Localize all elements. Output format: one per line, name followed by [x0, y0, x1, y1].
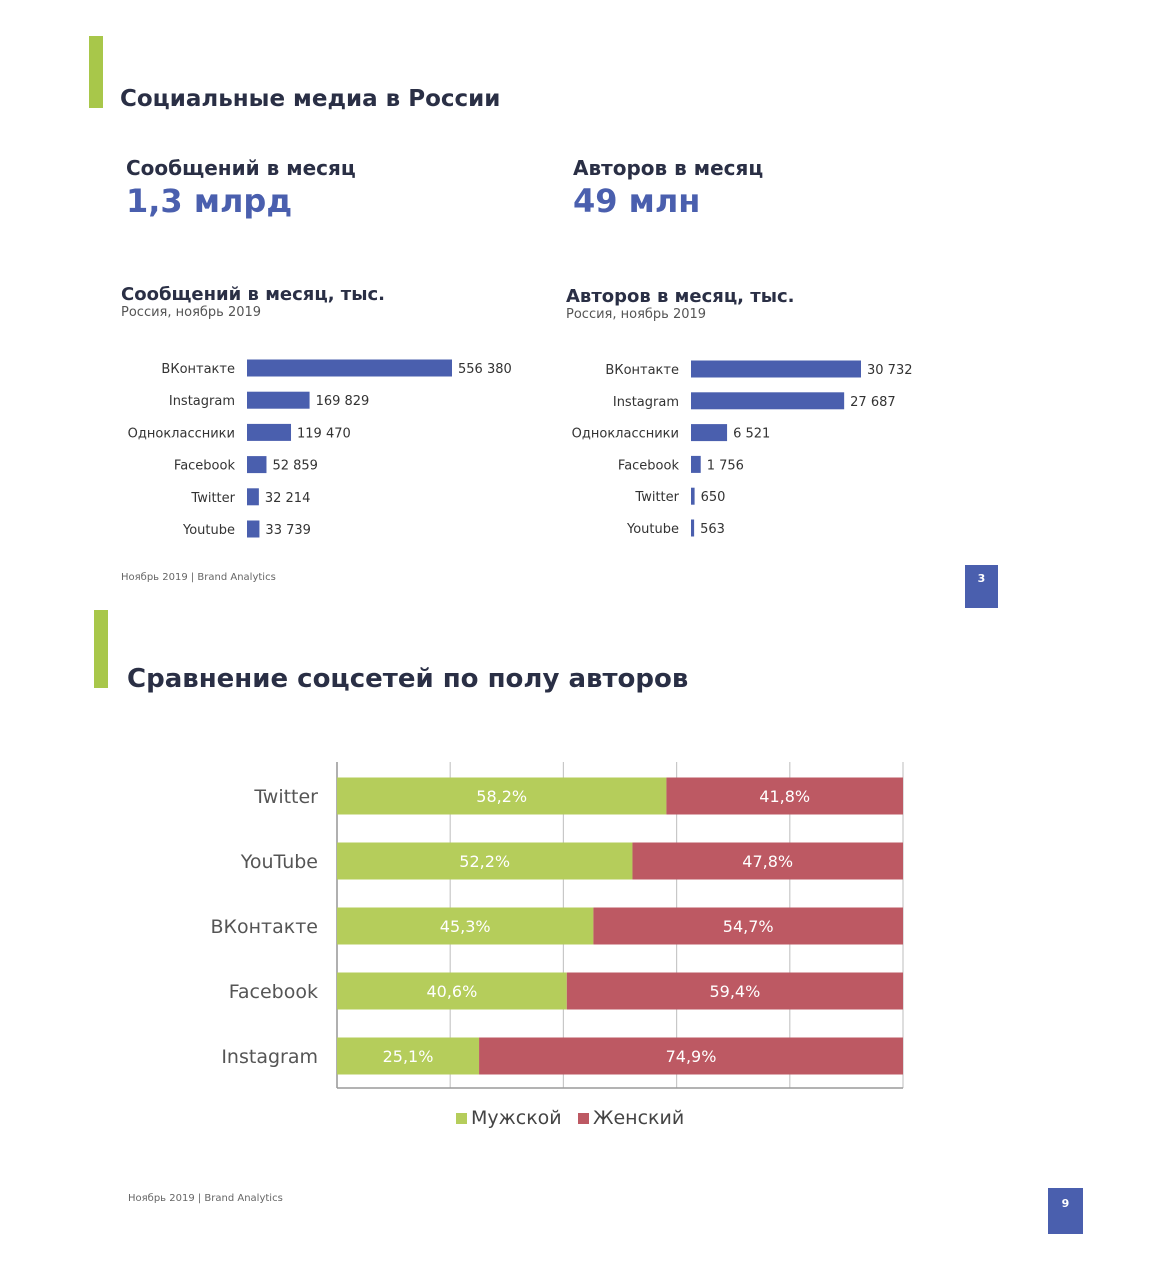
authors-value-label: 563 — [700, 522, 725, 537]
gender-category-label: Facebook — [229, 981, 318, 1003]
male-bar — [337, 972, 567, 1010]
messages-value-label: 32 214 — [265, 491, 311, 506]
gender-stacked-chart: Twitter 58,2% 41,8% YouTube 52,2% 47,8% ВКонта… — [210, 762, 904, 1129]
messages-bar — [247, 488, 259, 506]
gender-category-label: Instagram — [221, 1046, 318, 1068]
authors-value-label: 27 687 — [850, 395, 896, 410]
messages-bar — [247, 423, 292, 441]
authors-category-label: Instagram — [613, 395, 679, 410]
authors-bar — [691, 360, 861, 378]
messages-category-label: Twitter — [190, 491, 235, 506]
female-bar — [479, 1037, 903, 1075]
authors-bar — [691, 392, 845, 410]
male-bar — [337, 777, 667, 815]
authors-category-label: Twitter — [634, 490, 679, 505]
gender-category-label: YouTube — [240, 851, 318, 873]
authors-bar-chart: ВКонтакте 30 732 Instagram 27 687 Одноклассн… — [572, 360, 913, 537]
messages-chart-subtitle: Россия, ноябрь 2019 — [121, 305, 262, 320]
female-bar — [593, 907, 903, 945]
authors-chart-subtitle: Россия, ноябрь 2019 — [566, 307, 707, 322]
male-value-label: 25,1% — [383, 1047, 434, 1066]
messages-category-label: Instagram — [169, 394, 235, 409]
authors-category-label: Одноклассники — [572, 427, 679, 442]
messages-value-label: 169 829 — [316, 394, 370, 409]
legend-male-swatch — [456, 1113, 467, 1124]
kpi-messages-label: Сообщений в месяц — [126, 156, 356, 180]
kpi-authors-label: Авторов в месяц — [573, 156, 764, 180]
page-number-3: 3 — [965, 565, 998, 608]
female-value-label: 59,4% — [709, 982, 760, 1001]
authors-value-label: 6 521 — [733, 427, 770, 442]
authors-bar — [691, 455, 701, 473]
authors-chart-title: Авторов в месяц, тыс. — [566, 286, 795, 307]
page-number-9: 9 — [1048, 1188, 1083, 1234]
authors-bar — [691, 519, 695, 537]
authors-value-label: 30 732 — [867, 363, 913, 378]
legend-male-label: Мужской — [471, 1107, 562, 1129]
female-value-label: 41,8% — [759, 787, 810, 806]
authors-bar — [691, 487, 695, 505]
female-bar — [632, 842, 903, 880]
messages-bar-chart: ВКонтакте 556 380 Instagram 169 829 Одноклас… — [128, 359, 512, 538]
legend-female-label: Женский — [593, 1107, 684, 1129]
messages-value-label: 556 380 — [458, 362, 512, 377]
authors-category-label: ВКонтакте — [605, 363, 679, 378]
page-title: Социальные медиа в России — [120, 86, 501, 112]
accent-bar-page1 — [89, 36, 103, 108]
female-bar — [566, 972, 903, 1010]
messages-category-label: ВКонтакте — [161, 362, 235, 377]
male-value-label: 52,2% — [459, 852, 510, 871]
messages-bar — [247, 520, 260, 538]
messages-value-label: 33 739 — [265, 523, 311, 538]
authors-value-label: 1 756 — [707, 458, 744, 473]
messages-category-label: Youtube — [182, 523, 235, 538]
messages-bar — [247, 391, 310, 409]
female-value-label: 54,7% — [723, 917, 774, 936]
messages-category-label: Одноклассники — [128, 426, 235, 441]
messages-category-label: Facebook — [174, 459, 236, 474]
footer-page2: Ноябрь 2019 | Brand Analytics — [128, 1193, 283, 1204]
authors-value-label: 650 — [701, 490, 726, 505]
messages-value-label: 119 470 — [297, 426, 351, 441]
male-value-label: 58,2% — [476, 787, 527, 806]
male-bar — [337, 907, 594, 945]
female-bar — [666, 777, 903, 815]
male-value-label: 40,6% — [426, 982, 477, 1001]
legend-female-swatch — [578, 1113, 589, 1124]
authors-category-label: Facebook — [618, 458, 680, 473]
male-bar — [337, 842, 633, 880]
male-bar — [337, 1037, 480, 1075]
authors-category-label: Youtube — [626, 522, 679, 537]
male-value-label: 45,3% — [440, 917, 491, 936]
authors-bar — [691, 424, 728, 442]
messages-value-label: 52 859 — [272, 459, 318, 474]
messages-chart-title: Сообщений в месяц, тыс. — [121, 284, 386, 305]
kpi-messages-value: 1,3 млрд — [126, 182, 293, 220]
kpi-authors-value: 49 млн — [573, 182, 701, 220]
female-value-label: 47,8% — [742, 852, 793, 871]
messages-bar — [247, 359, 452, 377]
gender-category-label: Twitter — [253, 786, 318, 808]
messages-bar — [247, 456, 267, 474]
footer-page1: Ноябрь 2019 | Brand Analytics — [121, 572, 276, 583]
gender-page-title: Сравнение соцсетей по полу авторов — [127, 664, 689, 694]
gender-category-label: ВКонтакте — [210, 916, 318, 938]
female-value-label: 74,9% — [666, 1047, 717, 1066]
accent-bar-page2 — [94, 610, 108, 688]
